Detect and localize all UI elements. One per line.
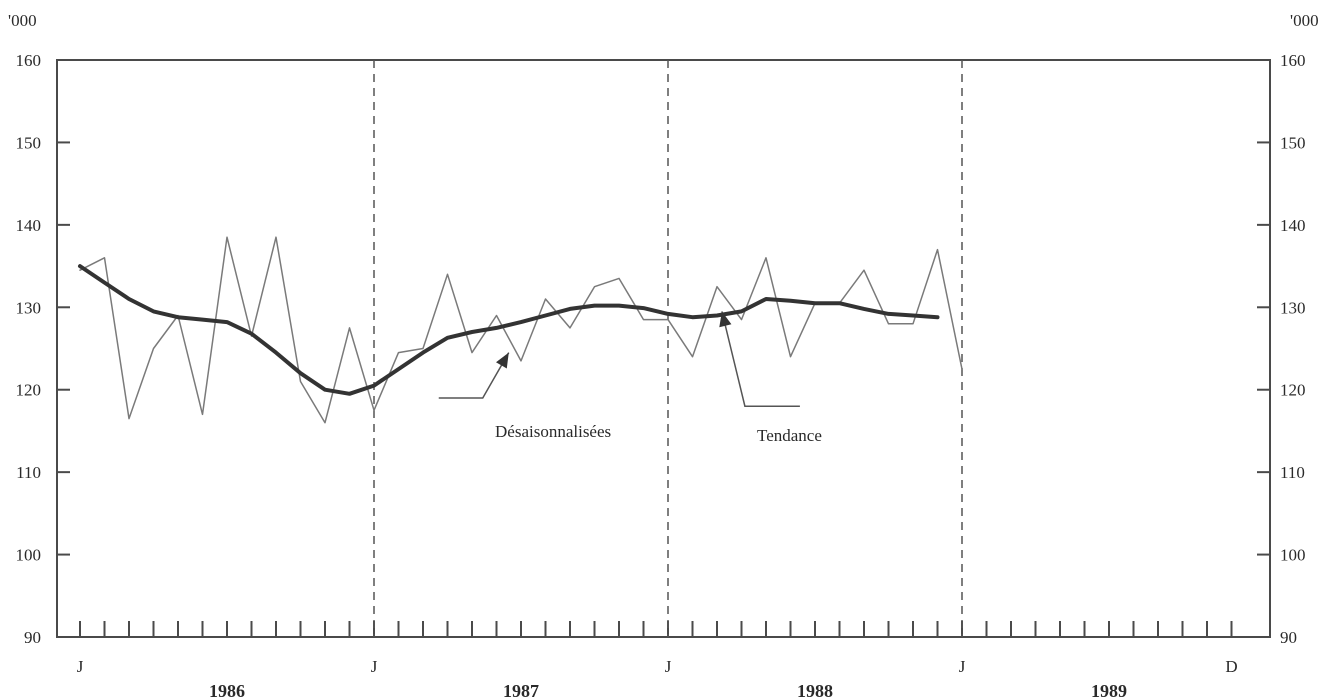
y-tick-label-left: 160: [16, 51, 42, 70]
y-tick-label-left: 90: [24, 628, 41, 647]
y-tick-label-left: 110: [16, 463, 41, 482]
y-tick-label-left: 150: [16, 133, 42, 152]
series-line-tendance: [78, 264, 940, 396]
annotation-arrowhead: [496, 352, 509, 369]
unit-label-left: '000: [8, 11, 37, 30]
y-tick-label-right: 130: [1280, 298, 1306, 317]
y-tick-label-right: 120: [1280, 381, 1306, 400]
y-tick-label-right: 100: [1280, 546, 1306, 565]
plot-frame: [56, 59, 1271, 638]
series-line-desaisonnalisees: [79, 236, 963, 424]
plot-border: [56, 59, 1271, 638]
series-layer: [78, 236, 963, 424]
year-dividers: [373, 60, 963, 637]
x-month-label: D: [1225, 657, 1237, 676]
y-tick-label-right: 90: [1280, 628, 1297, 647]
x-year-label: 1987: [503, 681, 539, 700]
x-year-label: 1989: [1091, 681, 1127, 700]
y-axis-left: 90 100 110 120 130 140 150 160: [16, 51, 70, 647]
x-month-label: J: [371, 657, 378, 676]
y-tick-label-right: 150: [1280, 133, 1306, 152]
annotation-arrowhead: [719, 311, 732, 328]
y-tick-label-right: 110: [1280, 463, 1305, 482]
annotation-label: Tendance: [757, 426, 822, 445]
y-tick-label-right: 140: [1280, 216, 1306, 235]
x-axis: J J J J D 1986 1987 1988 1989: [77, 621, 1238, 700]
y-tick-label-left: 140: [16, 216, 42, 235]
y-axis-right: 90 100 110 120 130 140 150 160: [1257, 51, 1306, 647]
x-year-label: 1988: [797, 681, 833, 700]
annotation-leader: [721, 311, 800, 407]
y-tick-label-left: 120: [16, 381, 42, 400]
y-tick-label-right: 160: [1280, 51, 1306, 70]
x-month-label: J: [665, 657, 672, 676]
x-year-label: 1986: [209, 681, 245, 700]
y-tick-label-left: 130: [16, 298, 42, 317]
x-month-label: J: [77, 657, 84, 676]
y-tick-label-left: 100: [16, 546, 42, 565]
unit-label-right: '000: [1290, 11, 1319, 30]
annotation-label: Désaisonnalisées: [495, 422, 611, 441]
annotation-leader: [438, 352, 510, 399]
annotation-layer: Désaisonnalisées Tendance: [438, 311, 822, 445]
x-month-label: J: [959, 657, 966, 676]
